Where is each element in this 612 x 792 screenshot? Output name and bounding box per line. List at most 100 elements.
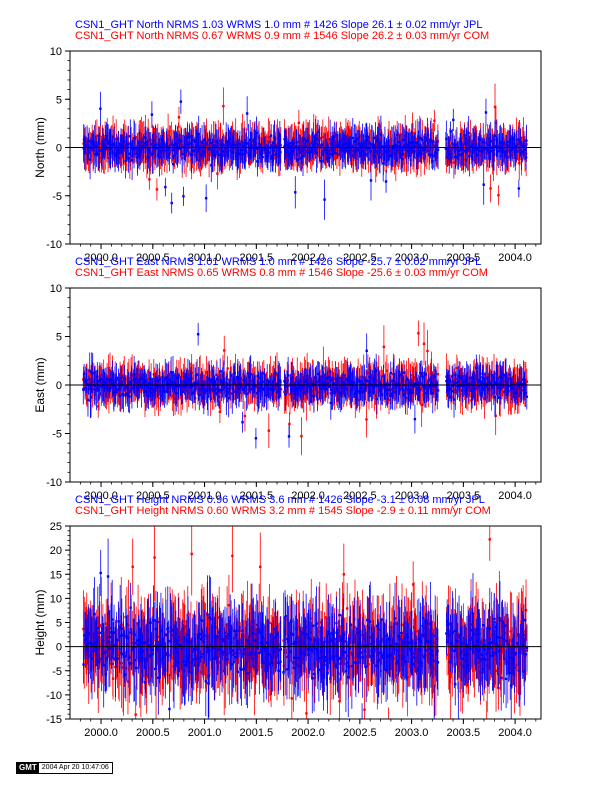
point-east-jpl [386,388,390,392]
point-height-com [97,663,100,666]
point-east-jpl [330,388,333,392]
point-height-com [120,662,123,665]
point-east-com [205,371,208,374]
point-north-jpl [83,151,87,154]
point-north-jpl [504,153,507,157]
point-east-jpl [137,378,141,381]
point-north-jpl [129,135,132,138]
point-east-jpl [347,375,351,378]
point-east-jpl [117,378,120,382]
point-north-com [489,187,492,190]
point-east-com [494,414,497,418]
point-north-com [119,156,122,159]
point-east-jpl [421,375,424,379]
point-east-com [408,380,412,384]
point-east-com [358,398,361,402]
point-height-com [168,630,172,633]
point-east-jpl [97,388,100,392]
point-north-jpl [106,142,110,145]
point-east-jpl [464,388,468,391]
point-north-jpl [427,142,430,145]
point-east-jpl [457,375,461,378]
point-east-jpl [208,378,211,381]
point-north-jpl [403,138,406,142]
point-north-jpl [432,140,435,143]
point-north-jpl [387,145,391,148]
point-east-jpl [206,389,209,392]
point-east-jpl [326,381,329,385]
point-east-jpl [436,389,440,392]
point-east-jpl [494,382,498,385]
point-height-com [124,615,127,619]
point-north-jpl [481,148,484,152]
point-north-jpl [334,152,337,155]
point-east-jpl [446,383,449,386]
point-east-jpl [136,386,139,390]
point-east-jpl [467,382,471,386]
point-north-jpl [163,148,166,152]
point-north-jpl [331,140,334,144]
point-north-jpl [514,156,517,160]
point-east-jpl [402,371,406,374]
data-east [82,320,529,456]
point-east-jpl [317,379,321,383]
point-height-com [199,670,202,674]
point-east-jpl [302,391,305,395]
point-east-jpl [446,389,450,392]
point-north-jpl [418,151,422,155]
point-east-jpl [459,376,463,379]
point-east-jpl [114,390,118,393]
ytick-label-north: -5 [52,191,62,203]
point-north-jpl [343,142,346,145]
point-east-jpl [504,374,507,377]
point-north-jpl [358,142,361,146]
point-east-jpl [374,384,377,388]
point-east-jpl [271,386,274,390]
point-north-jpl [295,141,298,144]
point-east-com [512,378,516,382]
point-east-jpl [289,382,292,386]
point-east-jpl [98,379,102,382]
point-east-jpl [161,384,165,388]
point-height-com [154,639,157,642]
point-north-jpl [338,140,341,144]
point-north-jpl [311,144,315,148]
point-north-jpl [480,150,483,153]
point-north-jpl [261,155,264,159]
point-east-jpl [480,392,483,395]
point-east-jpl [524,391,527,395]
point-north-jpl [401,138,404,142]
point-east-jpl [138,384,141,387]
point-north-jpl [368,142,371,145]
point-east-jpl [496,382,499,386]
point-east-jpl [88,369,91,373]
point-north-com [241,135,244,139]
point-east-jpl [141,377,144,381]
point-east-jpl [481,381,484,385]
point-height-com [345,607,349,610]
point-north-jpl [434,146,438,150]
point-east-com [107,375,110,378]
point-north-jpl [491,146,494,150]
point-north-jpl [277,145,280,149]
point-east-jpl [96,379,99,382]
point-north-jpl [260,151,263,154]
point-north-jpl [130,159,134,162]
point-east-com [335,391,338,394]
point-north-jpl [384,180,388,183]
point-east-com [514,387,517,391]
point-east-com [279,388,283,391]
point-east-jpl [502,373,505,376]
point-east-jpl [472,380,475,384]
point-east-jpl [354,392,357,395]
point-north-jpl [99,107,102,110]
point-east-jpl [309,381,312,385]
point-north-jpl [98,149,101,152]
point-east-jpl [488,382,491,385]
point-east-jpl [364,379,368,382]
point-east-jpl [210,381,213,384]
point-east-jpl [368,376,371,379]
point-east-com [455,367,459,370]
point-east-jpl [89,399,92,402]
point-north-com [518,161,521,165]
